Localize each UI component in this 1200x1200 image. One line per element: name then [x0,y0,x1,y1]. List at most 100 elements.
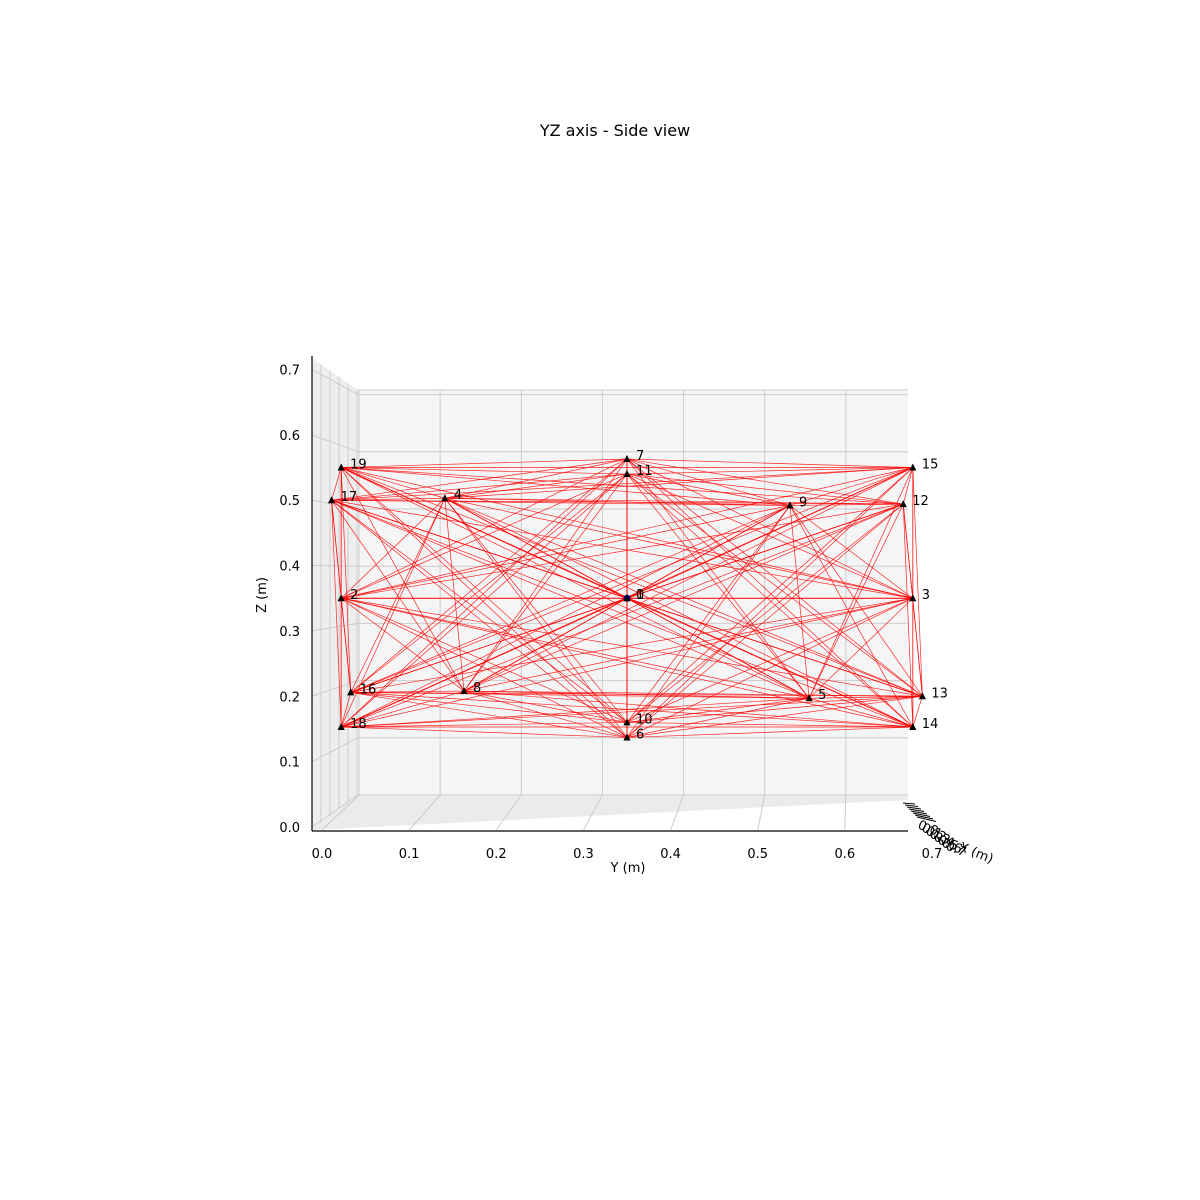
edge-line [626,473,913,599]
edge-line [340,597,465,692]
grid-line-side [311,369,359,396]
node-marker [337,722,345,730]
edge-line [340,473,628,728]
edge-line [331,497,445,501]
edge-line [340,692,352,728]
edge-line [626,503,904,723]
edge-line [444,467,913,499]
edge-line [331,499,913,599]
edge-line [331,499,913,728]
node-markers [327,455,926,741]
edge-line [464,690,913,728]
y-tick-label: 0.7 [279,363,300,378]
x-tick-label: 0.1 [399,847,420,862]
grid-line-floor [844,794,847,831]
edge-line [341,467,810,699]
node-label: 7 [636,449,644,464]
left-pane [312,358,358,830]
edge-line [341,503,904,728]
edge-line [341,505,791,728]
edge-line [444,498,465,692]
node-marker [786,501,794,509]
edge-line [350,692,628,723]
x-tick-label: 0.6 [834,847,855,862]
edge-line [809,697,913,728]
edge-line [341,695,923,728]
edge-line [626,467,914,723]
depth-tick-label: 0.0 [916,818,941,840]
y-tick-label: 0.2 [279,690,300,705]
y-tick-label: 0.3 [279,625,300,640]
grid-line-side [311,622,359,632]
grid-line-floor [495,794,522,831]
node-label: 4 [454,488,462,503]
edge-line [331,467,913,501]
grid-line-floor [321,794,360,831]
depth-tick [904,804,919,807]
edge-line [789,505,914,599]
edge-line [463,690,628,723]
edge-line [444,497,913,599]
node-label: 13 [931,686,948,701]
edge-line [341,467,904,505]
grid-line-floor [670,794,685,831]
edge-line [626,473,914,728]
edge-line [626,458,913,468]
y-tick-label: 0.1 [279,756,300,771]
edge-line [626,458,923,697]
edge-line [350,692,810,699]
depth-tick-label: 0.1 [920,821,945,843]
node-label: 1 [636,588,644,603]
edge-line [340,467,628,723]
depth-tick-label: 0.7 [944,839,969,861]
depth-tick [914,814,934,820]
node-label: 12 [912,494,929,509]
edge-line [626,467,913,475]
edge-line [902,467,914,505]
node-label: 9 [799,495,807,510]
edge-line [626,473,904,505]
node-marker [327,496,336,504]
edge-line [341,597,810,699]
depth-tick-label: 0.6 [940,836,965,858]
grid-line-floor [582,794,603,831]
edge-line [341,597,923,697]
x-tick-label: 0.3 [573,847,594,862]
edge-line [340,458,628,728]
edge-line [331,473,628,501]
edge-line [463,473,628,692]
edge-line [444,498,628,738]
node-marker [441,494,449,502]
node-label: 6 [636,727,644,742]
depth-tick [902,802,916,805]
edge-line [912,696,923,728]
depth-axis-ticks: 0.00.10.20.30.40.50.60.7X (m) [902,802,995,867]
edge-line [444,458,628,499]
node-marker [347,688,355,696]
edge-line [444,497,913,728]
edge-line [626,458,810,699]
node-label: 3 [922,588,930,603]
edge-line [626,473,791,506]
edge-line [331,458,628,501]
edge-line [789,505,914,728]
edge-line [341,597,628,723]
node-marker [337,594,345,602]
edge-line [463,597,913,692]
grid-line-side [311,737,359,763]
edge-line [626,695,923,723]
edge-line [444,498,628,723]
floor-pane [312,795,908,830]
node-marker [460,687,468,695]
edge-line [444,473,628,499]
tick-labels: 0.0 0.1 0.2 0.3 0.4 0.5 0.6 0.70.00.10.20.30.40… [279,363,942,862]
edge-line [626,597,913,723]
x-tick-label: 0.5 [747,847,768,862]
node-label: 11 [636,464,653,479]
x-tick-label: 0.2 [486,847,507,862]
y-tick-label: 0.0 [279,821,300,836]
node-label: 10 [636,712,653,727]
edge-line [331,467,342,501]
back-pane [358,390,908,795]
